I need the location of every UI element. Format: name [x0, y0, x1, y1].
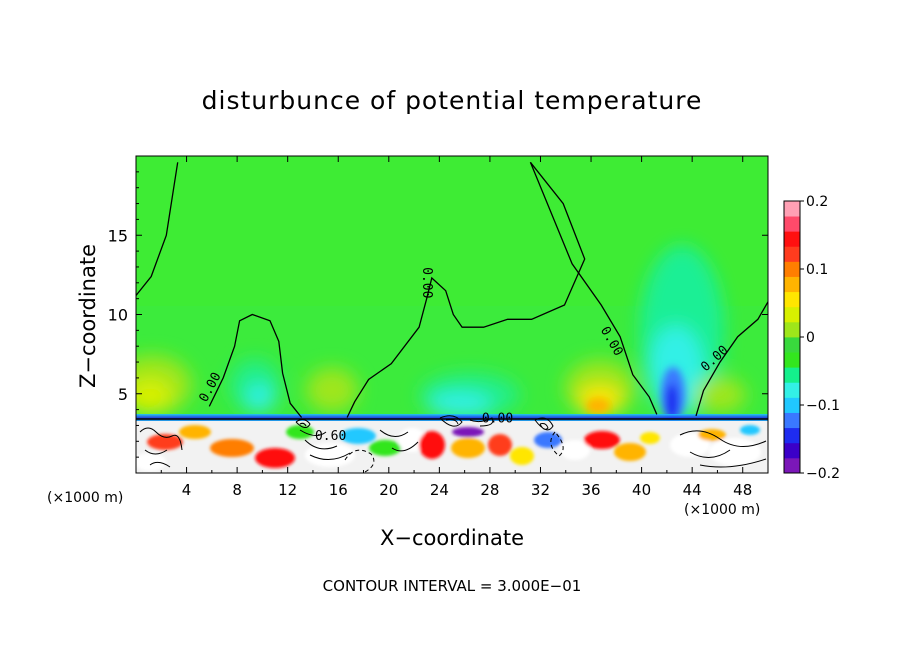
x-tick-label: 28 [480, 481, 499, 499]
colorbar-tick-label: −0.1 [806, 398, 840, 414]
colorbar-swatch [784, 276, 800, 293]
x-unit-left: (×1000 m) [47, 490, 124, 506]
chart-title: disturbunce of potential temperature [201, 86, 703, 115]
colorbar-swatch [784, 291, 800, 308]
zero-contours [136, 161, 768, 418]
boundary-layer-contours [139, 415, 767, 473]
x-tick-label: 48 [733, 481, 752, 499]
y-tick-label: 10 [108, 306, 128, 325]
zero-contour-line [695, 301, 768, 417]
colorbar-swatch [784, 397, 800, 413]
x-tick-label: 24 [430, 481, 449, 499]
y-tick-label: 5 [118, 385, 128, 404]
colorbar-swatch [784, 246, 800, 262]
colorbar-swatch [784, 427, 800, 444]
y-axis-ticks: 5 10 15 [108, 171, 768, 458]
x-unit-right: (×1000 m) [684, 502, 761, 518]
x-axis-label: X−coordinate [380, 526, 524, 550]
colorbar-swatch [784, 306, 800, 323]
contour-label: 0.00 [419, 267, 434, 298]
x-tick-label: 16 [329, 481, 348, 499]
colorbar-swatch [784, 216, 800, 232]
zero-contour-line [346, 161, 586, 418]
colorbar-swatch [784, 321, 800, 338]
colorbar-swatch [784, 337, 800, 353]
colorbar-swatch [784, 412, 800, 429]
x-tick-label: 44 [683, 481, 702, 499]
colorbar-swatch [784, 442, 800, 459]
upper-anomaly-cores [586, 367, 685, 423]
boundary-layer [136, 421, 768, 473]
x-axis-ticks: 4 8 12 16 20 24 28 32 36 40 44 48 [160, 156, 752, 499]
x-tick-label: 20 [379, 481, 398, 499]
colorbar-swatch [784, 382, 800, 398]
contour-interval-note: CONTOUR INTERVAL = 3.000E−01 [322, 577, 582, 595]
colorbar: 0.2 0.1 0 −0.1 −0.2 [783, 194, 840, 482]
x-tick-label: 4 [182, 481, 192, 499]
zero-contour-line [136, 162, 179, 296]
colorbar-swatch [784, 261, 800, 277]
zero-contour-line [208, 313, 303, 418]
zero-contour-line [529, 162, 658, 415]
colorbar-swatch [784, 201, 800, 217]
y-tick-label: 15 [108, 226, 128, 245]
x-tick-label: 8 [232, 481, 242, 499]
x-tick-label: 36 [581, 481, 600, 499]
plot-area: 0.000.000.000.000.000.60 [136, 156, 768, 473]
y-axis-label: Z−coordinate [76, 244, 100, 388]
colorbar-tick-label: 0 [806, 330, 815, 346]
colorbar-swatch [784, 231, 800, 247]
contour-label: 0.60 [315, 429, 346, 444]
colorbar-tick-label: −0.2 [806, 466, 840, 482]
anomaly-warm-14 [306, 368, 358, 412]
x-tick-label: 12 [278, 481, 297, 499]
x-tick-label: 40 [632, 481, 651, 499]
colorbar-tick-label: 0.1 [806, 262, 828, 278]
colorbar-swatch [784, 367, 800, 383]
colorbar-swatch [784, 352, 800, 368]
inversion-band [136, 414, 768, 422]
colorbar-tick-label: 0.2 [806, 194, 828, 210]
colorbar-swatch [784, 457, 800, 474]
x-tick-label: 32 [531, 481, 550, 499]
